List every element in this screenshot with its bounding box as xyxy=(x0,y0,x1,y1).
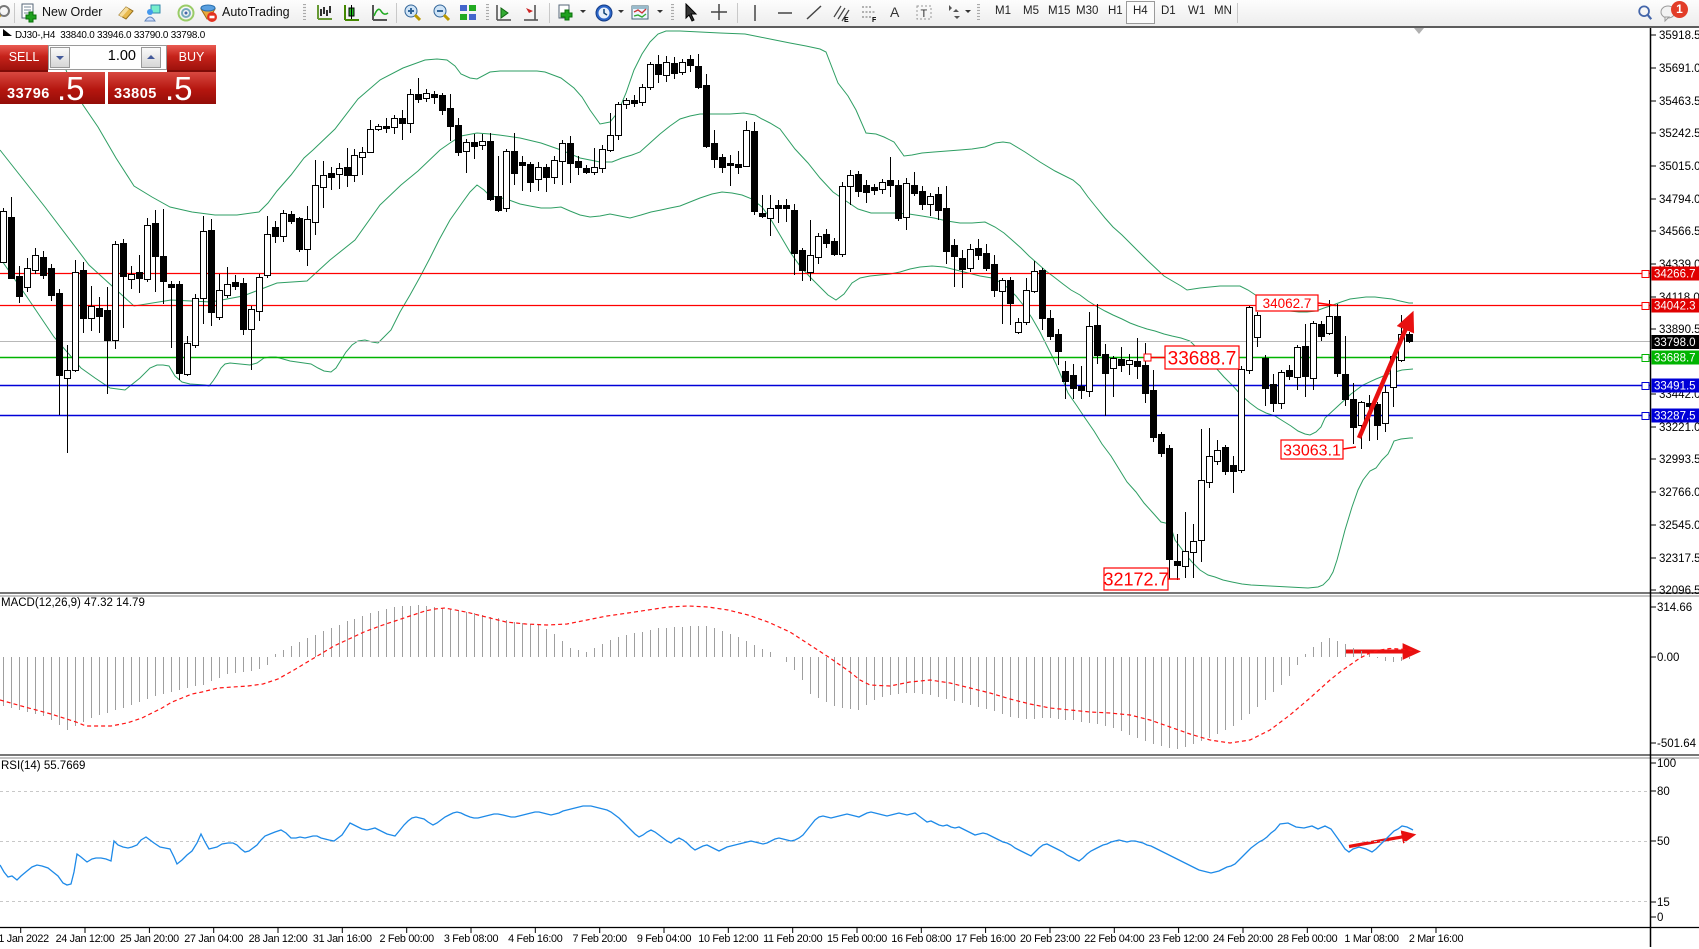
svg-text:4 Feb 16:00: 4 Feb 16:00 xyxy=(508,933,563,945)
svg-text:314.66: 314.66 xyxy=(1657,602,1692,614)
svg-text:33798.0: 33798.0 xyxy=(1654,337,1696,349)
svg-text:32172.7: 32172.7 xyxy=(1103,569,1168,589)
svg-text:10 Feb 12:00: 10 Feb 12:00 xyxy=(698,933,758,945)
svg-text:32993.5: 32993.5 xyxy=(1659,454,1699,466)
svg-text:25 Jan 20:00: 25 Jan 20:00 xyxy=(120,933,179,945)
svg-text:34042.3: 34042.3 xyxy=(1654,301,1696,313)
svg-text:-501.64: -501.64 xyxy=(1657,738,1697,750)
svg-text:3 Feb 08:00: 3 Feb 08:00 xyxy=(444,933,499,945)
svg-text:16 Feb 08:00: 16 Feb 08:00 xyxy=(891,933,951,945)
svg-text:33491.5: 33491.5 xyxy=(1654,381,1696,393)
svg-text:11 Feb 20:00: 11 Feb 20:00 xyxy=(763,933,823,945)
svg-text:2 Feb 00:00: 2 Feb 00:00 xyxy=(380,933,435,945)
svg-text:2 Mar 16:00: 2 Mar 16:00 xyxy=(1409,933,1464,945)
svg-text:34062.7: 34062.7 xyxy=(1263,296,1312,311)
svg-text:DJ30-,H4 33840.0 33946.0 3379: DJ30-,H4 33840.0 33946.0 33790.0 33798.0 xyxy=(15,30,206,41)
svg-text:28 Jan 12:00: 28 Jan 12:00 xyxy=(249,933,308,945)
svg-text:33688.7: 33688.7 xyxy=(1654,353,1696,365)
svg-text:7 Feb 20:00: 7 Feb 20:00 xyxy=(573,933,628,945)
svg-text:80: 80 xyxy=(1657,786,1670,798)
svg-text:33287.5: 33287.5 xyxy=(1654,411,1696,423)
svg-text:23 Feb 12:00: 23 Feb 12:00 xyxy=(1149,933,1209,945)
svg-text:22 Feb 04:00: 22 Feb 04:00 xyxy=(1084,933,1144,945)
svg-text:RSI(14) 55.7669: RSI(14) 55.7669 xyxy=(1,760,85,772)
svg-text:0: 0 xyxy=(1657,912,1663,924)
svg-text:33890.5: 33890.5 xyxy=(1659,324,1699,336)
svg-text:E: E xyxy=(844,17,849,23)
svg-text:17 Feb 16:00: 17 Feb 16:00 xyxy=(956,933,1016,945)
svg-text:F: F xyxy=(872,17,877,23)
svg-text:35015.0: 35015.0 xyxy=(1659,161,1699,173)
svg-text:33688.7: 33688.7 xyxy=(1168,348,1237,369)
svg-text:T: T xyxy=(921,8,928,20)
svg-text:34566.5: 34566.5 xyxy=(1659,226,1699,238)
svg-text:0.00: 0.00 xyxy=(1657,652,1679,664)
svg-text:15 Feb 00:00: 15 Feb 00:00 xyxy=(827,933,887,945)
svg-text:24 Feb 20:00: 24 Feb 20:00 xyxy=(1213,933,1273,945)
svg-text:32545.0: 32545.0 xyxy=(1659,520,1699,532)
svg-text:31 Jan 16:00: 31 Jan 16:00 xyxy=(313,933,372,945)
svg-text:35691.0: 35691.0 xyxy=(1659,63,1699,75)
svg-text:27 Jan 04:00: 27 Jan 04:00 xyxy=(184,933,243,945)
svg-text:100: 100 xyxy=(1657,758,1676,770)
svg-text:9 Feb 04:00: 9 Feb 04:00 xyxy=(637,933,692,945)
svg-text:32317.5: 32317.5 xyxy=(1659,553,1699,565)
svg-text:28 Feb 00:00: 28 Feb 00:00 xyxy=(1277,933,1337,945)
svg-text:33221.0: 33221.0 xyxy=(1659,422,1699,434)
svg-text:33063.1: 33063.1 xyxy=(1283,442,1341,459)
svg-text:MACD(12,26,9) 47.32 14.79: MACD(12,26,9) 47.32 14.79 xyxy=(1,597,145,609)
svg-text:50: 50 xyxy=(1657,836,1670,848)
svg-text:24 Jan 12:00: 24 Jan 12:00 xyxy=(56,933,115,945)
svg-text:15: 15 xyxy=(1657,897,1670,909)
svg-text:35242.5: 35242.5 xyxy=(1659,128,1699,140)
svg-text:1 Mar 08:00: 1 Mar 08:00 xyxy=(1344,933,1399,945)
svg-text:20 Feb 23:00: 20 Feb 23:00 xyxy=(1020,933,1080,945)
svg-text:32096.5: 32096.5 xyxy=(1659,585,1699,597)
svg-text:21 Jan 2022: 21 Jan 2022 xyxy=(0,933,49,945)
svg-text:32766.0: 32766.0 xyxy=(1659,487,1699,499)
svg-text:35463.5: 35463.5 xyxy=(1659,96,1699,108)
svg-text:34266.7: 34266.7 xyxy=(1654,269,1696,281)
svg-text:35918.5: 35918.5 xyxy=(1659,30,1699,42)
svg-text:34794.0: 34794.0 xyxy=(1659,194,1699,206)
